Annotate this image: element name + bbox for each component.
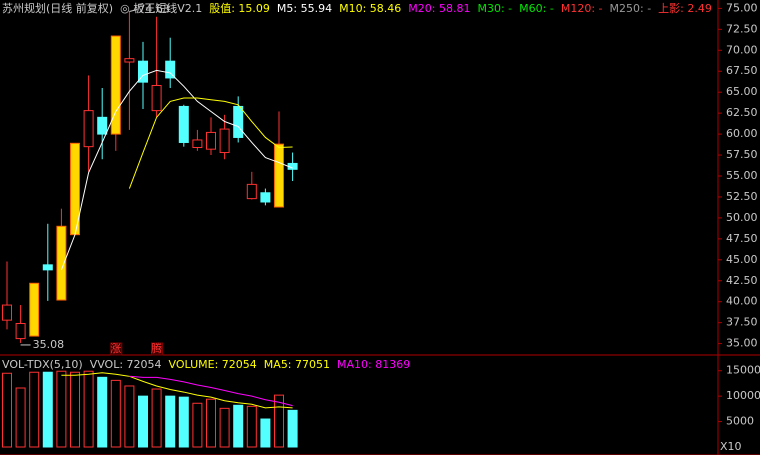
candle-body <box>246 183 257 200</box>
y-tick-label: 50.00 <box>726 211 758 224</box>
header-item: VVOL: 72054 <box>90 358 162 371</box>
volume-bar <box>138 395 148 448</box>
volume-bar <box>83 370 94 448</box>
y-tick-label: 40.00 <box>726 295 758 308</box>
volume-bar <box>2 372 12 448</box>
volume-bar <box>15 387 26 448</box>
header-item: M250: - <box>610 2 652 15</box>
signal-mark: 腾 <box>151 341 162 355</box>
header-item: VOLUME: 72054 <box>169 358 257 371</box>
candle-body <box>219 128 230 154</box>
y-tick-label: 60.00 <box>726 127 758 140</box>
header-item: MA10: 81369 <box>337 358 410 371</box>
y-tick-label: 70.00 <box>726 43 758 56</box>
volume-bar <box>178 396 189 448</box>
header-item: M30: - <box>477 2 512 15</box>
volume-bar <box>124 385 135 448</box>
candle-body <box>56 225 67 301</box>
y-tick-label: 47.50 <box>726 232 758 245</box>
y-tick-label: 15000 <box>726 364 760 377</box>
volume-bar <box>110 379 121 448</box>
candle-body <box>138 60 148 83</box>
mark-box <box>110 342 123 356</box>
header-item: M10: 58.46 <box>339 2 401 15</box>
header-item: VOL-TDX(5,10) <box>2 358 83 371</box>
y-tick-label: 5000 <box>726 415 754 428</box>
low-label: 35.08 <box>33 338 65 351</box>
candle-body <box>42 264 53 271</box>
header-item: 上影: 2.49 <box>658 2 712 15</box>
y-tick-label: 57.50 <box>726 148 758 161</box>
volume-bar <box>260 418 271 448</box>
ma5-line <box>60 69 293 271</box>
volume-bar <box>274 394 284 448</box>
y-tick-label: 35.00 <box>726 337 758 350</box>
volume-bar <box>42 371 53 448</box>
y-tick-label: 52.50 <box>726 190 758 203</box>
volume-bar <box>206 398 216 448</box>
signal-mark: 涨 <box>110 342 121 355</box>
y-tick-label: 55.00 <box>726 169 758 182</box>
candle-body <box>206 131 216 150</box>
volume-bar <box>287 409 298 448</box>
volume-bar <box>70 371 80 448</box>
volume-bar <box>97 376 108 448</box>
volume-bar <box>246 405 257 448</box>
header-item: 苏州规划(日线 前复权) <box>2 1 113 15</box>
volume-bar <box>56 370 67 448</box>
y-tick-label: 62.50 <box>726 106 758 119</box>
y-tick-label: 75.00 <box>726 1 758 14</box>
header-item: M120: - <box>561 2 603 15</box>
volume-bar <box>165 395 176 448</box>
volume-unit: X10 <box>720 440 742 453</box>
header-item: MA5: 77051 <box>264 358 330 371</box>
candle-body <box>274 143 284 208</box>
vol-ma5-line <box>61 372 293 409</box>
y-tick-label: 42.50 <box>726 274 758 287</box>
header-item: 股值: 15.09 <box>209 2 270 15</box>
candle-body <box>151 84 162 112</box>
candle-body <box>260 192 271 203</box>
y-tick-label: 67.50 <box>726 64 758 77</box>
volume-bar <box>233 404 244 448</box>
volume-bar <box>219 407 230 448</box>
header-item: M60: - <box>519 2 554 15</box>
y-tick-label: 72.50 <box>726 22 758 35</box>
candle-body <box>83 110 94 148</box>
header-item: ◎ 板王短线V2.1 <box>120 1 202 15</box>
volume-bar <box>29 371 40 448</box>
candle-body <box>15 323 26 340</box>
candle-body <box>178 105 189 143</box>
y-tick-label: 45.00 <box>726 253 758 266</box>
high-label: 74.63 <box>138 2 170 15</box>
candle-body <box>192 139 203 149</box>
y-tick-label: 65.00 <box>726 85 758 98</box>
vol-ma10-line <box>129 375 293 407</box>
candle-body <box>29 282 40 337</box>
candle-body <box>110 35 121 135</box>
header-item: M20: 58.81 <box>408 2 470 15</box>
header-item: M5: 55.94 <box>277 2 332 15</box>
volume-bar <box>192 402 203 448</box>
y-tick-label: 10000 <box>726 389 760 402</box>
annotation-arrow <box>129 8 138 12</box>
ma10-line <box>128 97 293 189</box>
candle-body <box>2 304 12 321</box>
candle-body <box>97 116 108 135</box>
y-tick-label: 37.50 <box>726 316 758 329</box>
candle-body <box>233 105 244 138</box>
candle-body <box>124 58 135 63</box>
volume-bar <box>151 388 162 448</box>
mark-box <box>151 342 164 356</box>
candle-body <box>165 60 176 79</box>
